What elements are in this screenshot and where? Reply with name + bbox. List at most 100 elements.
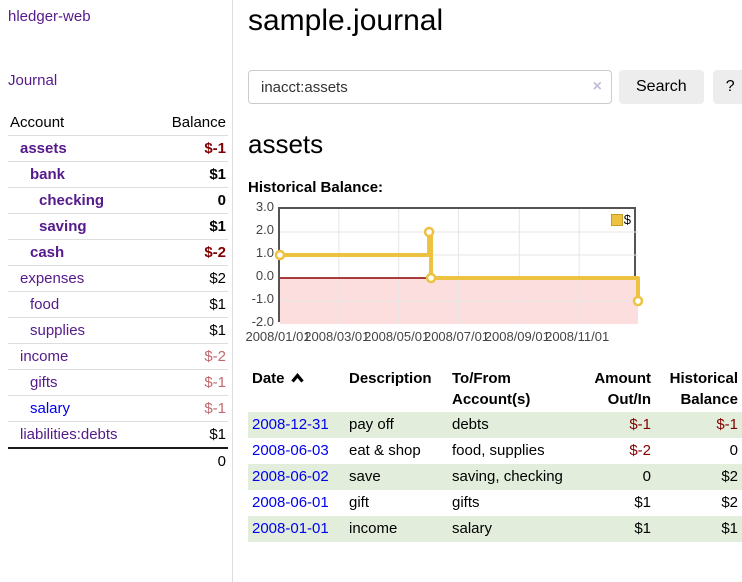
- balance-chart-plot[interactable]: $: [274, 207, 644, 324]
- y-axis-tick-label: 3.0: [255, 199, 274, 214]
- y-axis-tick-label: 0.0: [255, 268, 274, 283]
- transaction-description: pay off: [349, 416, 394, 433]
- x-axis-tick-label: 2008/07/01: [423, 329, 490, 344]
- account-row: liabilities:debts $1: [8, 421, 228, 448]
- transaction-balance: $2: [721, 468, 738, 485]
- sort-ascending-icon: [290, 368, 304, 389]
- transaction-amount: $1: [634, 520, 651, 537]
- register-header-accounts-line2: Account(s): [452, 391, 531, 408]
- transaction-accounts: debts: [452, 416, 489, 433]
- transaction-description: eat & shop: [349, 442, 421, 459]
- account-row: salary $-1: [8, 395, 228, 422]
- account-row: supplies $1: [8, 317, 228, 344]
- sidebar: hledger-web Journal Account Balance asse…: [0, 0, 233, 582]
- accounts-total-row: 0: [8, 447, 228, 474]
- register-row: 2008-06-01 gift gifts $1 $2: [248, 490, 742, 516]
- accounts-header-account: Account: [10, 114, 65, 131]
- transaction-balance: $-1: [716, 416, 738, 433]
- y-axis-tick-label: 2.0: [255, 222, 274, 237]
- transaction-amount: $-2: [629, 442, 651, 459]
- transaction-date-link[interactable]: 2008-06-03: [252, 442, 329, 459]
- account-link-gifts[interactable]: gifts: [30, 374, 58, 391]
- chart-legend: $: [610, 212, 631, 227]
- transaction-amount: $-1: [629, 416, 651, 433]
- search-input[interactable]: [248, 70, 612, 104]
- account-link-expenses[interactable]: expenses: [20, 270, 85, 287]
- register-row: 2008-06-02 save saving, checking 0 $2: [248, 464, 742, 490]
- account-row: expenses $2: [8, 265, 228, 292]
- accounts-header-row: Account Balance: [8, 110, 228, 136]
- transaction-description: save: [349, 468, 381, 485]
- register-header-balance-line2: Balance: [680, 391, 738, 408]
- register-header-amount-line2: Out/In: [607, 391, 651, 408]
- transaction-balance: $2: [721, 494, 738, 511]
- account-balance: $1: [152, 317, 228, 344]
- accounts-header-balance: Balance: [171, 114, 226, 131]
- register-header-description: Description: [349, 370, 432, 387]
- x-axis-tick-label: 2008/09/01: [484, 329, 550, 344]
- search-button[interactable]: Search: [619, 70, 704, 104]
- account-balance: $1: [152, 213, 228, 240]
- account-link-salary[interactable]: salary: [30, 400, 71, 417]
- account-row: income $-2: [8, 343, 228, 370]
- account-balance: $1: [152, 421, 228, 448]
- transaction-amount: 0: [642, 468, 651, 485]
- account-row: checking 0: [8, 187, 228, 214]
- register-header-row: Date Description To/From Account(s) Amoun…: [248, 366, 742, 412]
- clear-search-icon[interactable]: ×: [592, 78, 602, 95]
- account-row: food $1: [8, 291, 228, 318]
- transaction-date-link[interactable]: 2008-01-01: [252, 520, 329, 537]
- account-link-liabilities-debts[interactable]: liabilities:debts: [20, 426, 118, 443]
- account-link-checking[interactable]: checking: [39, 192, 105, 209]
- account-balance: $1: [152, 291, 228, 318]
- account-link-bank[interactable]: bank: [30, 166, 66, 183]
- transaction-date-link[interactable]: 2008-12-31: [252, 416, 329, 433]
- account-balance: $-2: [152, 343, 228, 370]
- transaction-accounts: saving, checking: [452, 468, 563, 485]
- accounts-total-balance: 0: [152, 447, 228, 474]
- transaction-date-link[interactable]: 2008-06-02: [252, 468, 329, 485]
- account-row: cash $-2: [8, 239, 228, 266]
- register-row: 2008-01-01 income salary $1 $1: [248, 516, 742, 542]
- account-link-cash[interactable]: cash: [30, 244, 65, 261]
- account-link-food[interactable]: food: [30, 296, 60, 313]
- register-header-amount: Amount Out/In: [578, 366, 655, 412]
- transaction-accounts: food, supplies: [452, 442, 545, 459]
- y-axis-tick-label: 1.0: [255, 245, 274, 260]
- transaction-description: income: [349, 520, 398, 537]
- account-link-income[interactable]: income: [20, 348, 69, 365]
- transaction-accounts: gifts: [452, 494, 480, 511]
- search-bar: × Search ?: [248, 70, 742, 104]
- account-link-assets[interactable]: assets: [20, 140, 67, 157]
- register-header-balance: Historical Balance: [655, 366, 742, 412]
- search-input-wrap: ×: [248, 70, 612, 104]
- transaction-description: gift: [349, 494, 370, 511]
- account-balance: $-1: [152, 369, 228, 396]
- main-content: sample.journal × Search ? assets Histori…: [233, 0, 742, 582]
- account-balance: $1: [152, 161, 228, 188]
- register-header-date-label: Date: [252, 370, 285, 387]
- account-link-saving[interactable]: saving: [39, 218, 87, 235]
- x-axis-tick-label: 2008/03/01: [304, 329, 370, 344]
- help-button[interactable]: ?: [712, 70, 742, 104]
- register-header-date[interactable]: Date: [248, 366, 345, 412]
- accounts-table: Account Balance assets $-1 bank $1 check…: [8, 110, 228, 474]
- transaction-balance: $1: [721, 520, 738, 537]
- app-brand-link[interactable]: hledger-web: [8, 8, 91, 25]
- legend-label: $: [623, 212, 631, 227]
- transaction-amount: $1: [634, 494, 651, 511]
- account-row: gifts $-1: [8, 369, 228, 396]
- transaction-balance: 0: [729, 442, 738, 459]
- y-axis-tick-label: -1.0: [251, 291, 274, 306]
- account-balance: $-1: [152, 395, 228, 422]
- account-link-supplies[interactable]: supplies: [30, 322, 86, 339]
- page-title: sample.journal: [248, 4, 444, 37]
- sidebar-item-journal[interactable]: Journal: [8, 72, 58, 89]
- account-row: bank $1: [8, 161, 228, 188]
- account-balance: $-2: [152, 239, 228, 266]
- transaction-date-link[interactable]: 2008-06-01: [252, 494, 329, 511]
- x-axis-tick-label: 2008/11/01: [545, 329, 610, 344]
- register-header-accounts-line1: To/From: [452, 370, 511, 387]
- register-row: 2008-12-31 pay off debts $-1 $-1: [248, 412, 742, 438]
